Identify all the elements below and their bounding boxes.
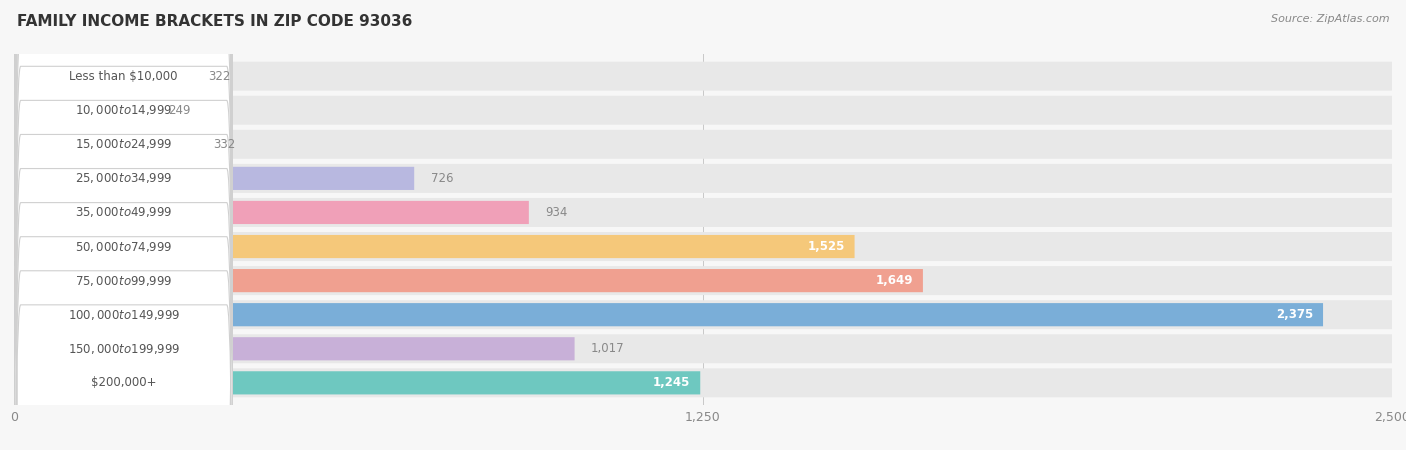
FancyBboxPatch shape (15, 120, 232, 450)
FancyBboxPatch shape (14, 64, 191, 88)
FancyBboxPatch shape (15, 0, 232, 441)
FancyBboxPatch shape (14, 303, 1323, 326)
FancyBboxPatch shape (14, 235, 855, 258)
Text: FAMILY INCOME BRACKETS IN ZIP CODE 93036: FAMILY INCOME BRACKETS IN ZIP CODE 93036 (17, 14, 412, 28)
Text: $75,000 to $99,999: $75,000 to $99,999 (75, 274, 173, 288)
Text: 1,245: 1,245 (652, 376, 690, 389)
FancyBboxPatch shape (14, 96, 1392, 125)
Text: 322: 322 (208, 70, 231, 83)
FancyBboxPatch shape (14, 130, 1392, 159)
FancyBboxPatch shape (14, 371, 700, 395)
Text: $200,000+: $200,000+ (91, 376, 156, 389)
Text: $35,000 to $49,999: $35,000 to $49,999 (75, 206, 173, 220)
FancyBboxPatch shape (14, 99, 152, 122)
FancyBboxPatch shape (14, 164, 1392, 193)
FancyBboxPatch shape (15, 18, 232, 450)
Text: $25,000 to $34,999: $25,000 to $34,999 (75, 171, 173, 185)
FancyBboxPatch shape (15, 0, 232, 450)
FancyBboxPatch shape (14, 201, 529, 224)
FancyBboxPatch shape (14, 369, 1392, 397)
Text: 1,525: 1,525 (807, 240, 845, 253)
FancyBboxPatch shape (14, 334, 1392, 363)
FancyBboxPatch shape (15, 0, 232, 373)
FancyBboxPatch shape (15, 52, 232, 450)
Text: 726: 726 (430, 172, 453, 185)
FancyBboxPatch shape (15, 0, 232, 450)
Text: 934: 934 (546, 206, 568, 219)
Text: $150,000 to $199,999: $150,000 to $199,999 (67, 342, 180, 356)
Text: $100,000 to $149,999: $100,000 to $149,999 (67, 308, 180, 322)
Text: 2,375: 2,375 (1275, 308, 1313, 321)
Text: 249: 249 (167, 104, 190, 117)
FancyBboxPatch shape (14, 266, 1392, 295)
FancyBboxPatch shape (14, 167, 415, 190)
FancyBboxPatch shape (14, 269, 922, 292)
Text: $50,000 to $74,999: $50,000 to $74,999 (75, 239, 173, 253)
FancyBboxPatch shape (15, 0, 232, 407)
FancyBboxPatch shape (14, 232, 1392, 261)
FancyBboxPatch shape (14, 198, 1392, 227)
Text: Source: ZipAtlas.com: Source: ZipAtlas.com (1271, 14, 1389, 23)
Text: $15,000 to $24,999: $15,000 to $24,999 (75, 137, 173, 151)
Text: $10,000 to $14,999: $10,000 to $14,999 (75, 103, 173, 117)
FancyBboxPatch shape (14, 133, 197, 156)
Text: 1,649: 1,649 (876, 274, 912, 287)
FancyBboxPatch shape (15, 86, 232, 450)
FancyBboxPatch shape (14, 300, 1392, 329)
Text: 332: 332 (214, 138, 236, 151)
FancyBboxPatch shape (15, 0, 232, 339)
FancyBboxPatch shape (14, 337, 575, 360)
FancyBboxPatch shape (14, 62, 1392, 90)
Text: Less than $10,000: Less than $10,000 (69, 70, 179, 83)
Text: 1,017: 1,017 (591, 342, 624, 355)
